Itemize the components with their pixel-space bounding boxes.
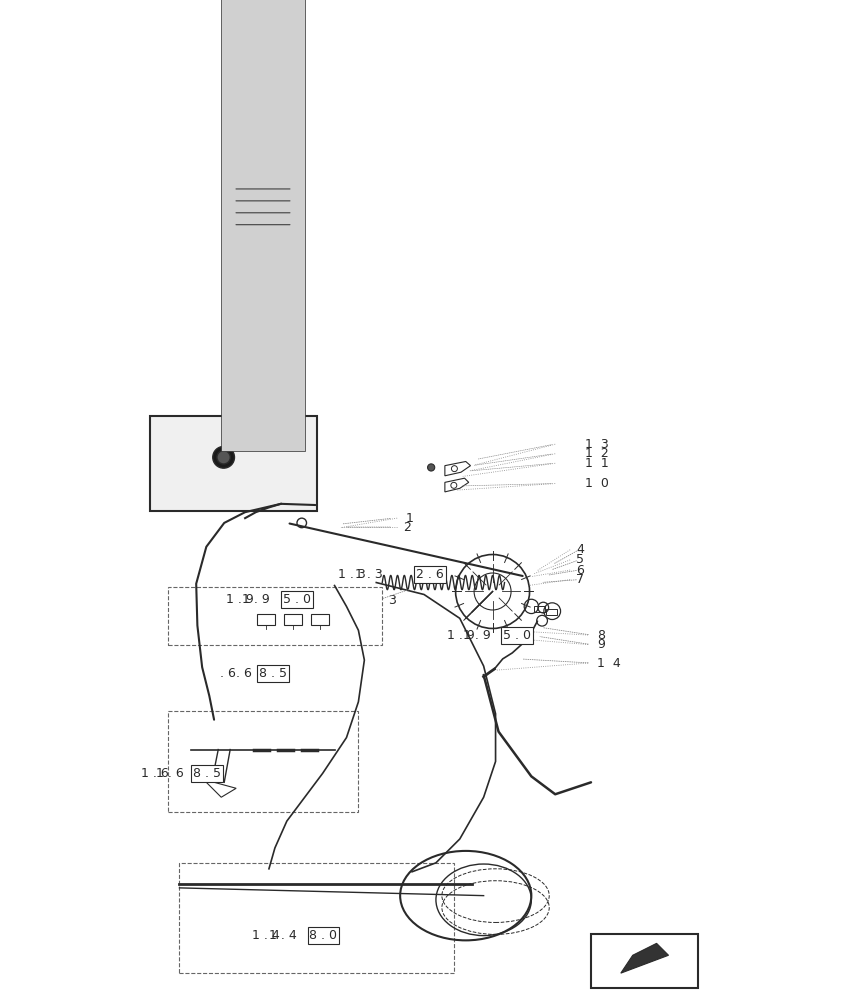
Bar [180, 863, 454, 973]
Polygon shape [221, 0, 304, 451]
Bar [150, 416, 316, 511]
Text: 1  4: 1 4 [597, 657, 621, 670]
Text: 1 . 9: 1 . 9 [243, 593, 270, 606]
Circle shape [297, 518, 306, 528]
Circle shape [213, 446, 235, 468]
Text: 8 . 5: 8 . 5 [259, 667, 287, 680]
Text: 1: 1 [406, 512, 414, 525]
Text: 9: 9 [597, 638, 605, 651]
Text: 1  0: 1 0 [585, 477, 609, 490]
Text: 1 . 9: 1 . 9 [447, 629, 474, 642]
Polygon shape [621, 943, 668, 973]
Bar [168, 711, 359, 812]
Bar [591, 934, 698, 988]
Text: 1  3: 1 3 [585, 438, 609, 451]
Text: 1 . 4: 1 . 4 [252, 929, 280, 942]
Text: 3: 3 [388, 594, 396, 607]
Bar [168, 587, 382, 645]
Text: 1 . 9: 1 . 9 [226, 593, 254, 606]
Bar [310, 614, 328, 625]
Circle shape [427, 464, 435, 471]
Text: 5 . 0: 5 . 0 [283, 593, 311, 606]
Text: 1 . 4: 1 . 4 [269, 929, 297, 942]
Circle shape [217, 451, 231, 464]
Circle shape [451, 482, 457, 488]
Bar [546, 609, 557, 615]
Text: 8 . 5: 8 . 5 [193, 767, 221, 780]
Text: 1 . 3: 1 . 3 [355, 568, 383, 581]
Text: 1  1: 1 1 [585, 457, 609, 470]
Text: 2: 2 [403, 521, 411, 534]
Text: 1 . 9: 1 . 9 [463, 629, 490, 642]
Bar [284, 614, 302, 625]
Text: 5: 5 [576, 553, 584, 566]
Text: 1 . 6: 1 . 6 [141, 767, 169, 780]
Text: 2 . 6: 2 . 6 [416, 568, 444, 581]
Text: 4: 4 [576, 543, 584, 556]
Text: . 6: . 6 [236, 667, 252, 680]
Text: 8 . 0: 8 . 0 [310, 929, 338, 942]
Bar [257, 614, 275, 625]
Text: 7: 7 [576, 573, 584, 586]
Text: 1  2: 1 2 [585, 447, 609, 460]
Text: 6: 6 [576, 564, 584, 577]
Circle shape [451, 466, 457, 472]
Text: 1 . 3: 1 . 3 [338, 568, 365, 581]
Text: 5 . 0: 5 . 0 [504, 629, 532, 642]
Text: . 6: . 6 [220, 667, 236, 680]
Text: 8: 8 [597, 629, 605, 642]
Bar [534, 606, 545, 612]
Text: 1 . 6: 1 . 6 [156, 767, 183, 780]
